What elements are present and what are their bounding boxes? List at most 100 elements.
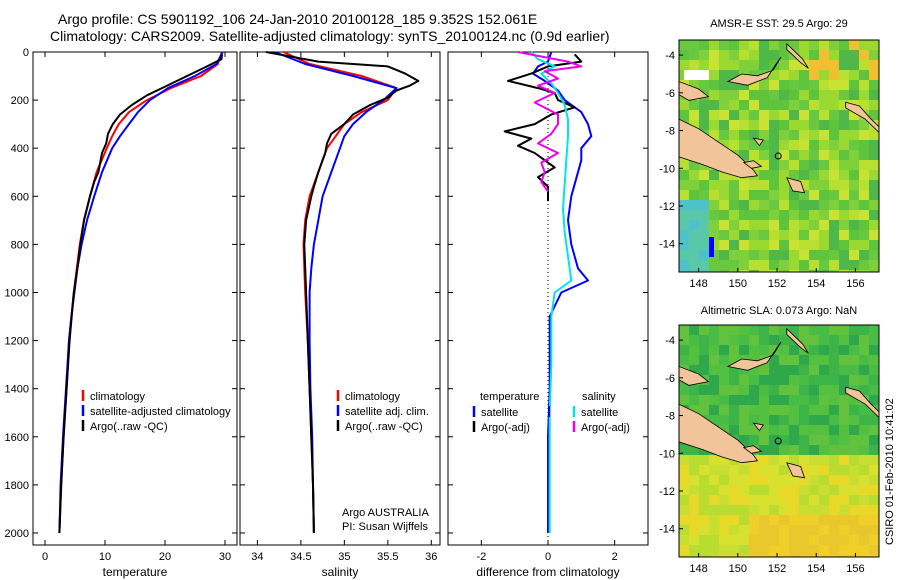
- sst-map-cell: [769, 140, 779, 150]
- sst-map-cell: [799, 200, 809, 210]
- difference-series-sal_argo: [517, 51, 583, 193]
- temperature-xtick-label: 20: [159, 551, 171, 563]
- sla-map-cell: [799, 535, 809, 545]
- sst-map-cell: [739, 100, 749, 110]
- sla-map-cell: [689, 385, 699, 395]
- sst-map-cell: [749, 260, 759, 270]
- sst-map-cell: [779, 120, 789, 130]
- sst-map-ytick-label: -4: [665, 50, 675, 62]
- sst-map-cell: [819, 90, 829, 100]
- sla-map-cell: [769, 405, 779, 415]
- sla-map-cell: [749, 545, 759, 555]
- sst-map-cell: [819, 260, 829, 270]
- sst-map-cell: [759, 120, 769, 130]
- sla-map-cell: [849, 455, 859, 465]
- sst-map-cell: [709, 110, 719, 120]
- sla-map-cell: [799, 415, 809, 425]
- sst-map-cell: [869, 100, 879, 110]
- sst-map-cell: [759, 170, 769, 180]
- sst-map-cell: [689, 60, 699, 70]
- sla-map-cell: [779, 445, 789, 455]
- sla-map-argo-location: [774, 437, 782, 445]
- sst-map-cell: [819, 160, 829, 170]
- sst-map-cell: [699, 120, 709, 130]
- sla-map-cell: [869, 415, 879, 425]
- sst-map-cell: [869, 90, 879, 100]
- sst-map-cell: [859, 270, 869, 272]
- sst-map-cell: [799, 100, 809, 110]
- sla-map-cell: [809, 495, 819, 505]
- sla-map-cell: [869, 335, 879, 345]
- sst-map-cell: [699, 60, 709, 70]
- sla-map-cell: [679, 505, 689, 515]
- sla-map-cell: [849, 535, 859, 545]
- salinity-legend-label: climatology: [345, 391, 401, 403]
- sla-map-cell: [829, 425, 839, 435]
- sla-map-cell: [779, 415, 789, 425]
- sst-map-cell: [809, 110, 819, 120]
- sst-map-cell: [809, 130, 819, 140]
- sla-map-cell: [799, 335, 809, 345]
- sla-map-cell: [739, 515, 749, 525]
- diff-legend-header-temperature: temperature: [480, 391, 539, 403]
- sla-map-cell: [789, 435, 799, 445]
- sst-map-cell: [799, 270, 809, 272]
- sst-map-cell: [799, 180, 809, 190]
- sst-map-cell: [709, 260, 719, 270]
- sst-map-cell: [829, 110, 839, 120]
- sla-map-cell: [859, 475, 869, 485]
- sla-map-cell: [689, 335, 699, 345]
- sla-map-cell: [769, 515, 779, 525]
- sst-map-cell: [829, 90, 839, 100]
- sst-map-xtick-label: 156: [846, 278, 864, 290]
- sla-map-cell: [789, 415, 799, 425]
- sla-map-cell: [749, 335, 759, 345]
- difference-series-sal_sat: [530, 51, 573, 533]
- sla-map-cell: [819, 495, 829, 505]
- sla-map-cell: [689, 405, 699, 415]
- sst-map-cell: [699, 260, 709, 270]
- sst-map-cell: [729, 90, 739, 100]
- sst-map-cell: [789, 250, 799, 260]
- sla-map-cell: [699, 495, 709, 505]
- sla-map-cell: [819, 455, 829, 465]
- sla-map-cell: [719, 525, 729, 535]
- sla-map-cell: [729, 335, 739, 345]
- sla-map-cell: [869, 365, 879, 375]
- sla-map-cell: [759, 325, 769, 335]
- sst-map-cell: [759, 180, 769, 190]
- sst-map-cell: [759, 130, 769, 140]
- sla-map-cell: [869, 545, 879, 555]
- sst-map-cell: [849, 230, 859, 240]
- sla-map-cell: [769, 325, 779, 335]
- sst-map-cell: [769, 160, 779, 170]
- sla-map-cell: [689, 555, 699, 557]
- sla-map-cell: [859, 525, 869, 535]
- temperature-legend-label: climatology: [90, 391, 146, 403]
- sla-map-cell: [779, 495, 789, 505]
- sst-map-cell: [719, 60, 729, 70]
- sst-map-cell: [739, 150, 749, 160]
- difference-xlabel: difference from climatology: [476, 565, 619, 579]
- sla-map-cell: [829, 355, 839, 365]
- sla-map-cell: [709, 535, 719, 545]
- sla-map-cell: [789, 345, 799, 355]
- difference-xtick-label: 2: [612, 551, 618, 563]
- sla-map-cell: [719, 535, 729, 545]
- sst-map-cell: [819, 240, 829, 250]
- sst-map-cell: [819, 130, 829, 140]
- sst-map-cell: [869, 230, 879, 240]
- sst-map-cell: [729, 120, 739, 130]
- sla-map-cell: [789, 535, 799, 545]
- sla-map-cell: [689, 455, 699, 465]
- sst-map-cell: [809, 150, 819, 160]
- sst-map-cell: [689, 270, 699, 272]
- sla-map-cell: [839, 405, 849, 415]
- sla-map-cell: [829, 545, 839, 555]
- sst-map-cell: [839, 130, 849, 140]
- sst-map-cell: [829, 180, 839, 190]
- land-new-britain: [726, 56, 782, 86]
- sst-map-cell: [859, 60, 869, 70]
- sla-map-cell: [689, 345, 699, 355]
- salinity-xlabel: salinity: [322, 565, 359, 579]
